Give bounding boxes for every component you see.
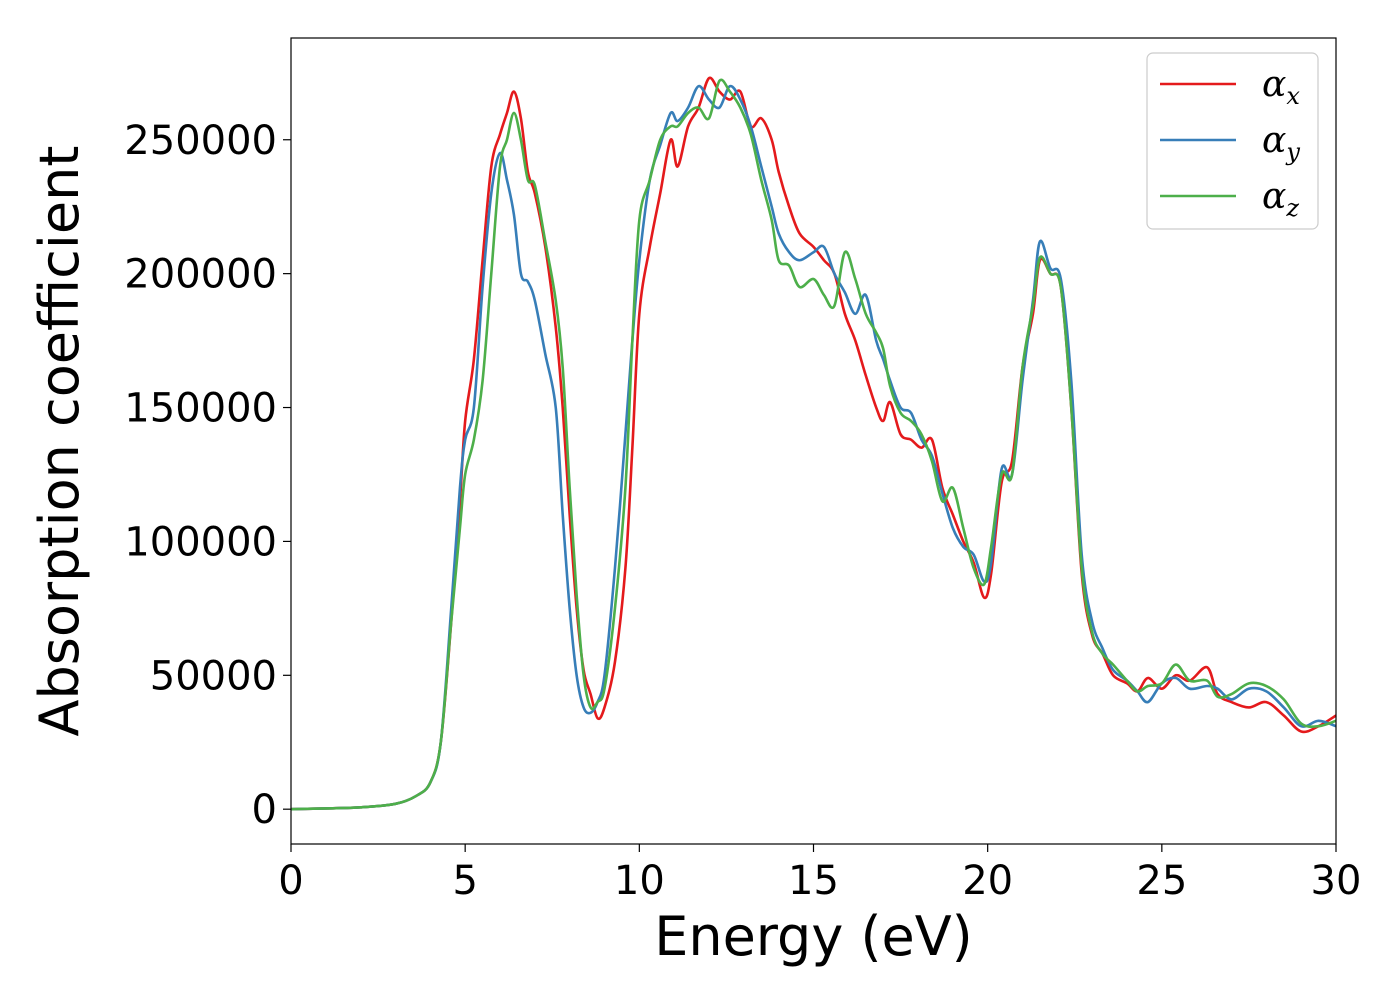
x-tick-label: 5 (452, 858, 477, 904)
y-tick-label: 100000 (124, 519, 277, 565)
series-line-z (290, 78, 1337, 811)
y-tick-label: 0 (252, 787, 277, 833)
legend-label-z: αz (1262, 176, 1299, 222)
x-tick-label: 10 (614, 858, 665, 904)
legend-label-x: αx (1262, 64, 1300, 110)
x-tick-label: 30 (1311, 858, 1362, 904)
legend-label-y: αy (1262, 120, 1300, 166)
y-tick-label: 150000 (124, 386, 277, 432)
y-axis: 0 50000 100000 150000 200000 250000 (124, 118, 291, 833)
series-layer (290, 76, 1337, 811)
legend: αx αy αz (1146, 52, 1319, 230)
y-tick-label: 200000 (124, 252, 277, 298)
x-tick-label: 20 (962, 858, 1013, 904)
y-tick-label: 250000 (124, 118, 277, 164)
y-axis-title: Absorption coefficient (28, 146, 91, 737)
x-axis-title: Energy (eV) (654, 905, 973, 968)
series-line-y (290, 84, 1337, 811)
x-tick-label: 0 (278, 858, 303, 904)
x-axis: 0 5 10 15 20 25 30 (278, 844, 1361, 904)
x-tick-label: 15 (788, 858, 839, 904)
y-tick-label: 50000 (150, 653, 277, 699)
x-tick-label: 25 (1136, 858, 1187, 904)
